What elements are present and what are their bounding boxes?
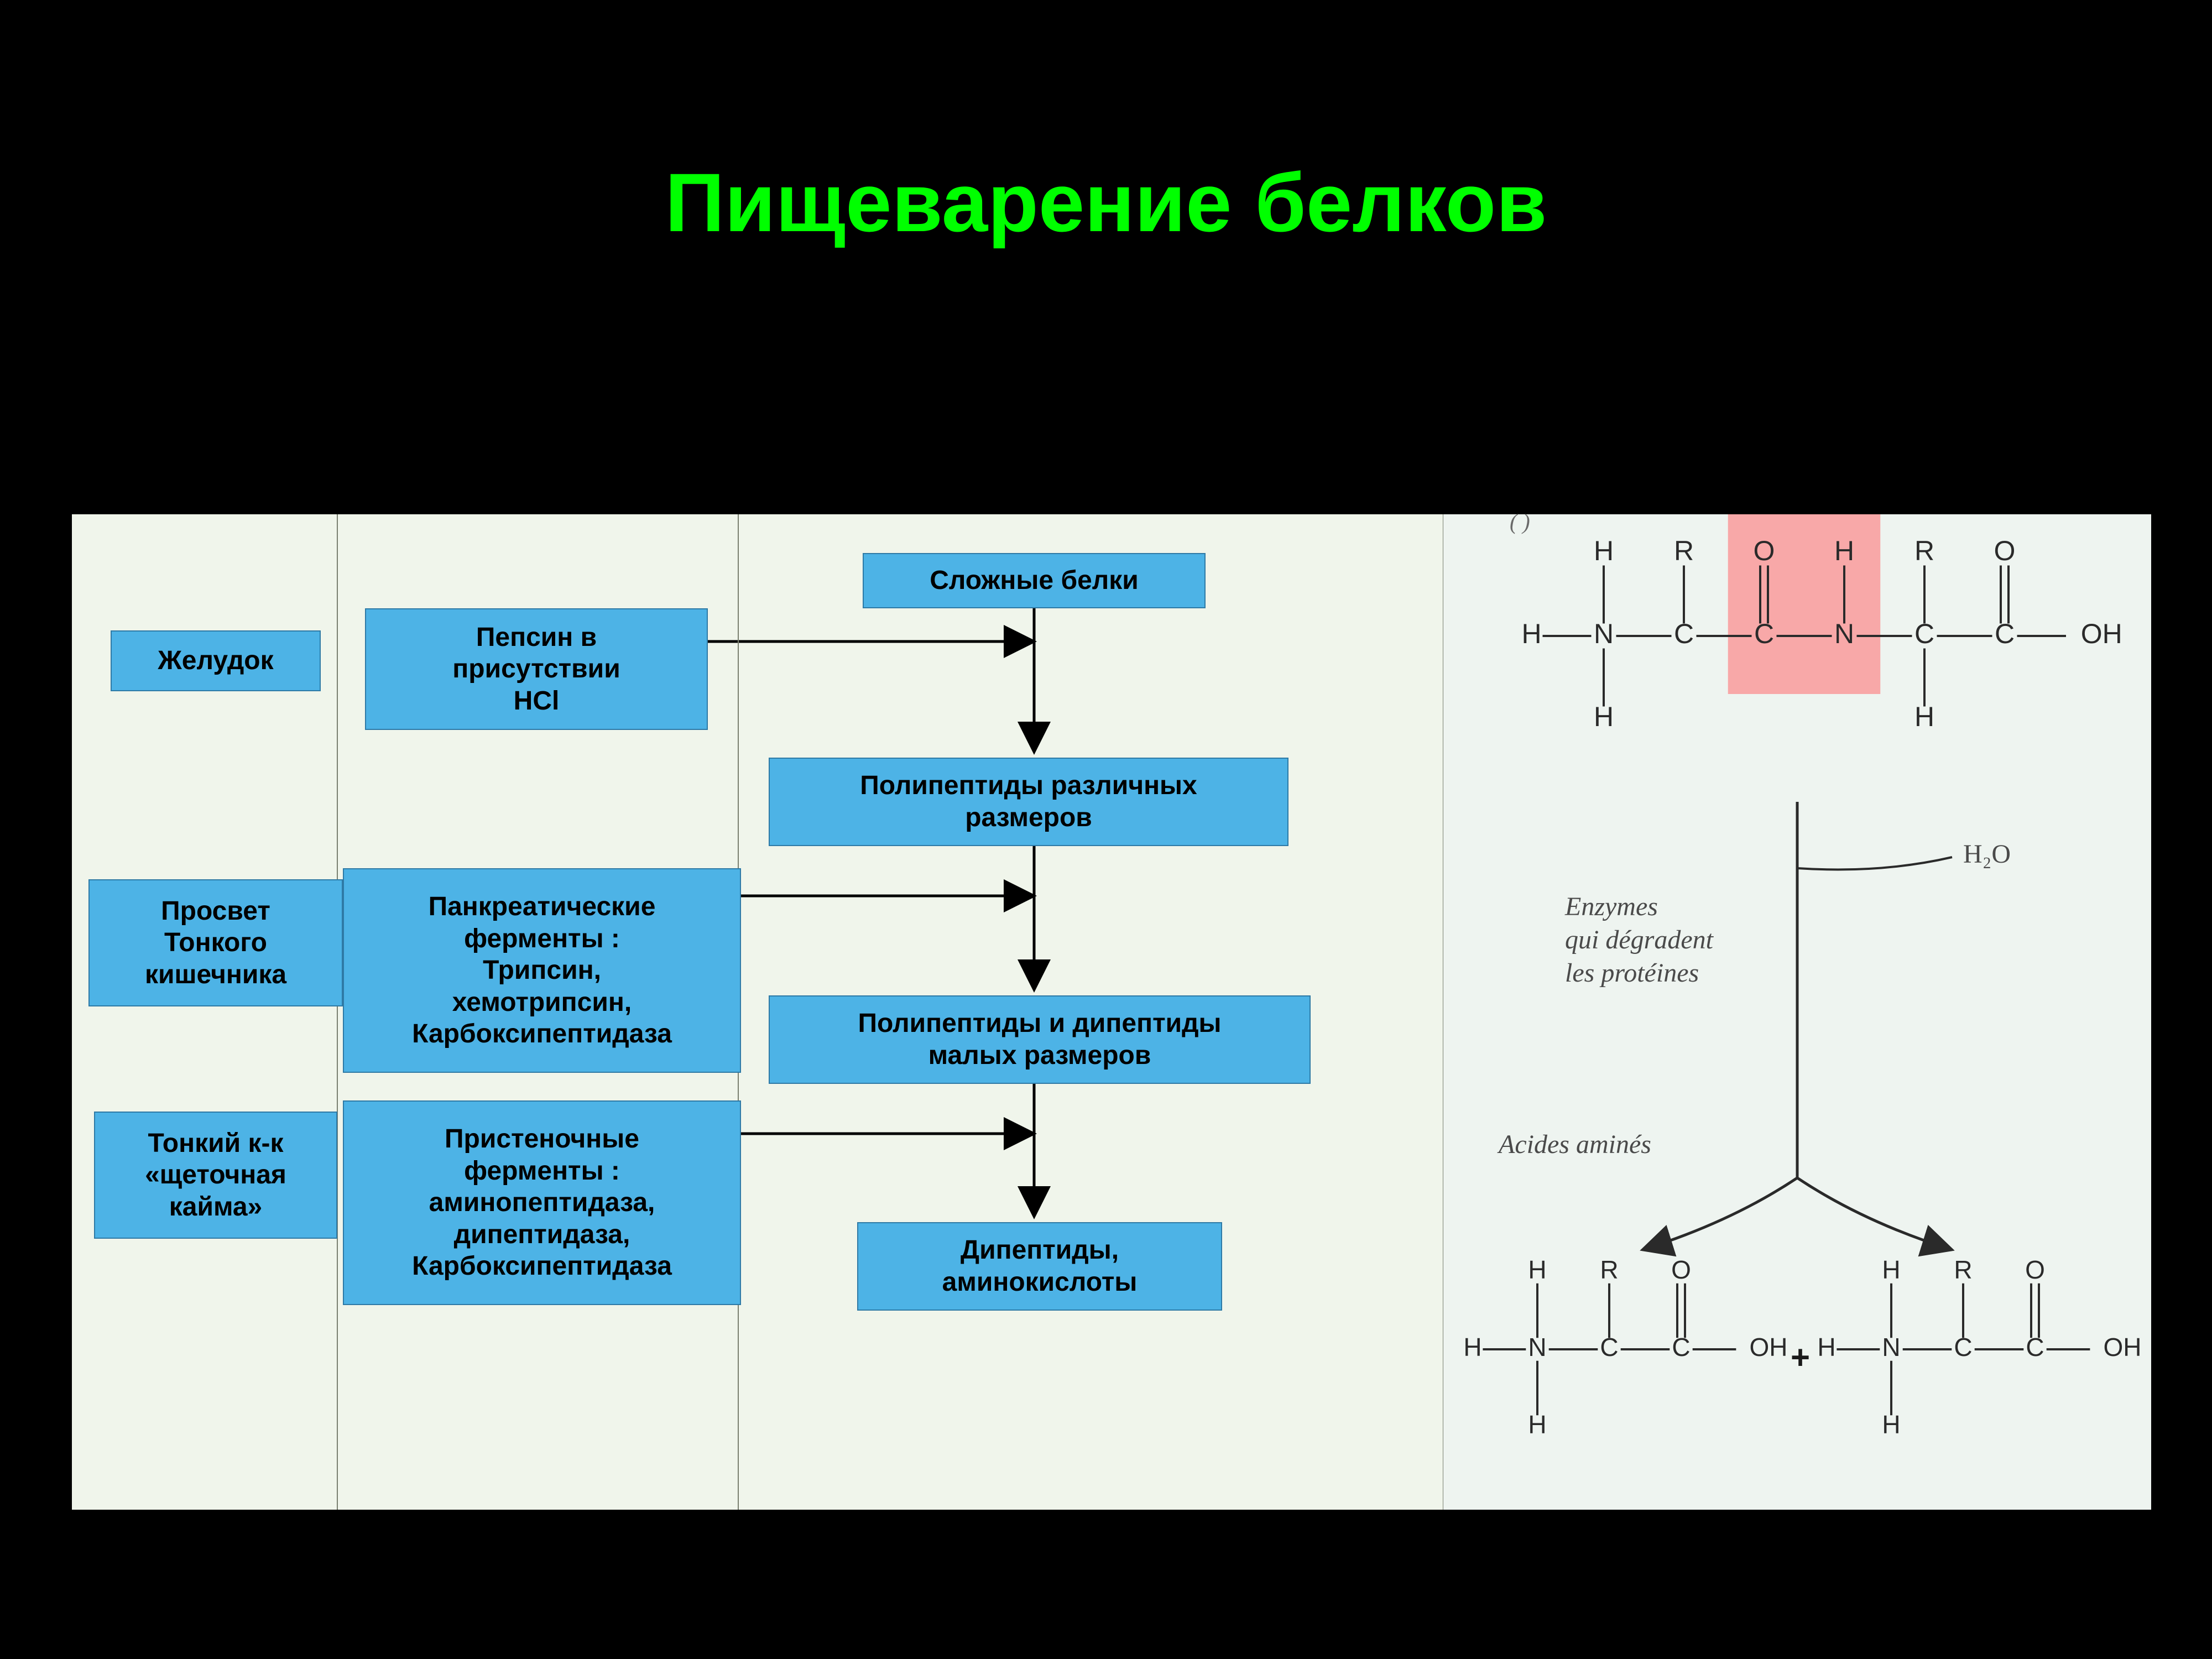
chem-area: HROHROHNCCNCCOHHH HROHNCCOHH HROHNCCOHH … (1443, 514, 2151, 1510)
svg-text:C: C (1954, 1333, 1972, 1361)
enzyme-label: Enzymes qui dégradent les protéines (1565, 890, 1713, 990)
svg-text:H: H (1834, 535, 1854, 566)
svg-text:OH: OH (2081, 618, 2122, 649)
svg-text:R: R (1600, 1255, 1618, 1284)
box-parietal: Пристеночные ферменты : аминопептидаза, … (343, 1100, 741, 1305)
svg-text:O: O (1754, 535, 1775, 566)
svg-text:N: N (1594, 618, 1614, 649)
diagram-panel: Желудок Пепсин в присутствии HCl Сложные б… (72, 514, 2151, 1510)
flow-area: Желудок Пепсин в присутствии HCl Сложные б… (72, 514, 1443, 1510)
svg-text:C: C (1674, 618, 1694, 649)
box-lumen: Просвет Тонкого кишечника (88, 879, 343, 1006)
svg-text:C: C (1754, 618, 1774, 649)
svg-text:H: H (1463, 1333, 1481, 1361)
cutoff-text: ( ) (1510, 509, 1530, 535)
box-smallpoly: Полипептиды и дипептиды малых размеров (769, 995, 1311, 1084)
box-complex: Сложные белки (863, 553, 1206, 608)
plus-sign: + (1791, 1338, 1810, 1376)
h2o-label: H₂O (1963, 838, 2011, 871)
svg-text:H: H (1914, 701, 1934, 732)
page-title: Пищеварение белков (0, 155, 2212, 251)
svg-text:H: H (1594, 535, 1614, 566)
svg-text:O: O (2025, 1255, 2045, 1284)
svg-text:N: N (1882, 1333, 1900, 1361)
svg-text:C: C (1914, 618, 1934, 649)
svg-text:H: H (1882, 1410, 1900, 1439)
svg-text:C: C (1995, 618, 2015, 649)
acids-label: Acides aminés (1499, 1128, 1651, 1161)
svg-text:H: H (1528, 1410, 1546, 1439)
svg-text:N: N (1528, 1333, 1546, 1361)
svg-text:H: H (1817, 1333, 1835, 1361)
svg-text:O: O (1994, 535, 2016, 566)
svg-text:R: R (1954, 1255, 1972, 1284)
box-polypeptides: Полипептиды различных размеров (769, 758, 1288, 846)
svg-text:H: H (1521, 618, 1541, 649)
box-pancreatic: Панкреатические ферменты : Трипсин, хемо… (343, 868, 741, 1073)
svg-text:H: H (1594, 701, 1614, 732)
svg-text:OH: OH (2104, 1333, 2142, 1361)
svg-text:R: R (1914, 535, 1934, 566)
box-pepsin: Пепсин в присутствии HCl (365, 608, 708, 730)
svg-text:C: C (2026, 1333, 2044, 1361)
svg-text:O: O (1671, 1255, 1691, 1284)
box-stomach: Желудок (111, 630, 321, 691)
svg-text:H: H (1882, 1255, 1900, 1284)
svg-text:N: N (1834, 618, 1854, 649)
svg-text:H: H (1528, 1255, 1546, 1284)
svg-text:R: R (1674, 535, 1694, 566)
box-dipeptides: Дипептиды, аминокислоты (857, 1222, 1222, 1311)
svg-text:C: C (1672, 1333, 1690, 1361)
svg-text:C: C (1600, 1333, 1618, 1361)
svg-text:OH: OH (1750, 1333, 1788, 1361)
box-brush: Тонкий к-к «щеточная кайма» (94, 1112, 337, 1239)
